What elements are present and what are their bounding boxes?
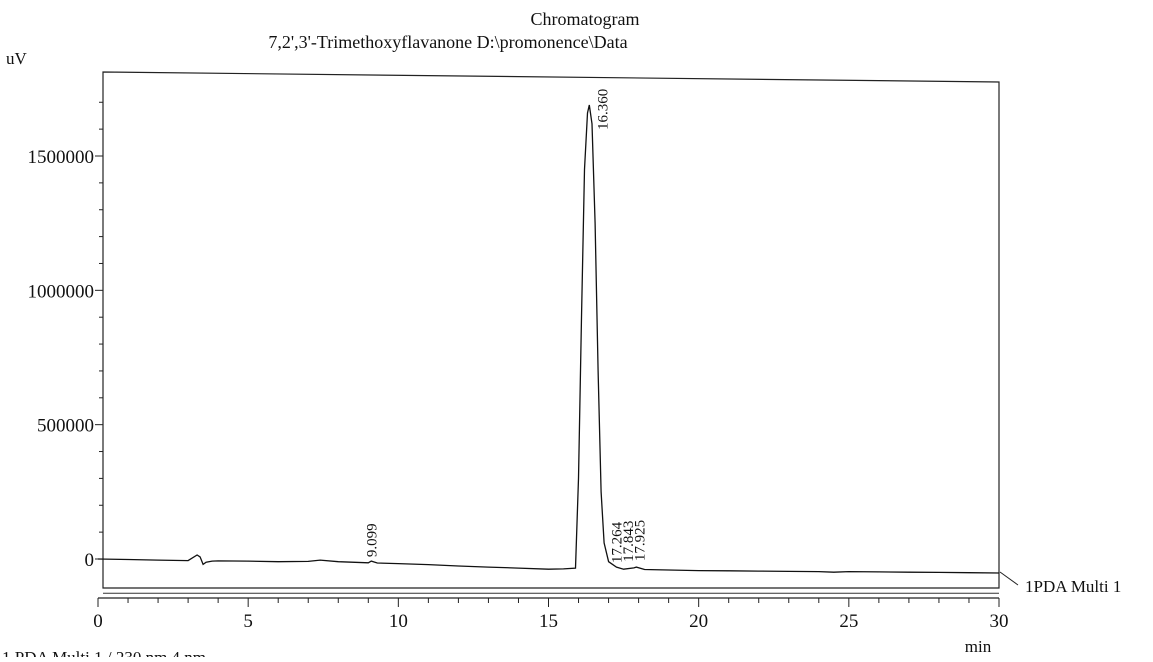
channel-leader-line — [999, 571, 1019, 586]
peak-label: 17.264 — [609, 521, 625, 563]
chart-title: Chromatogram — [531, 9, 640, 29]
peak-label: 17.925 — [632, 520, 648, 561]
x-tick-label: 25 — [839, 611, 858, 632]
plot-frame — [102, 71, 1000, 589]
series-line — [97, 104, 1000, 574]
peak-label: 17.843 — [621, 521, 637, 562]
chart-subtitle: 7,2',3'-Trimethoxyflavanone D:\promonenc… — [268, 32, 627, 52]
x-tick-label: 5 — [243, 611, 253, 632]
plot-layer: 0 500000 1000000 1500000 0 5 10 15 20 25 30 9.099 16… — [28, 71, 1009, 632]
y-tick-label: 1000000 — [28, 281, 95, 302]
peak-label: 9.099 — [364, 523, 380, 557]
y-axis-unit: uV — [6, 49, 28, 68]
x-tick-label: 10 — [389, 611, 408, 632]
x-tick-label: 15 — [539, 611, 558, 632]
y-tick-label: 0 — [85, 550, 95, 571]
x-tick-label: 30 — [990, 611, 1009, 632]
footer-text: 1 PDA Multi 1 / 230 nm 4 nm — [2, 648, 206, 657]
channel-label: 1PDA Multi 1 — [1025, 577, 1121, 596]
y-tick-label: 1500000 — [28, 147, 95, 168]
y-tick-label: 500000 — [37, 416, 94, 437]
peak-label: 16.360 — [595, 89, 611, 130]
x-tick-label: 20 — [689, 611, 708, 632]
x-tick-label: 0 — [93, 611, 103, 632]
x-axis-unit: min — [965, 637, 992, 656]
